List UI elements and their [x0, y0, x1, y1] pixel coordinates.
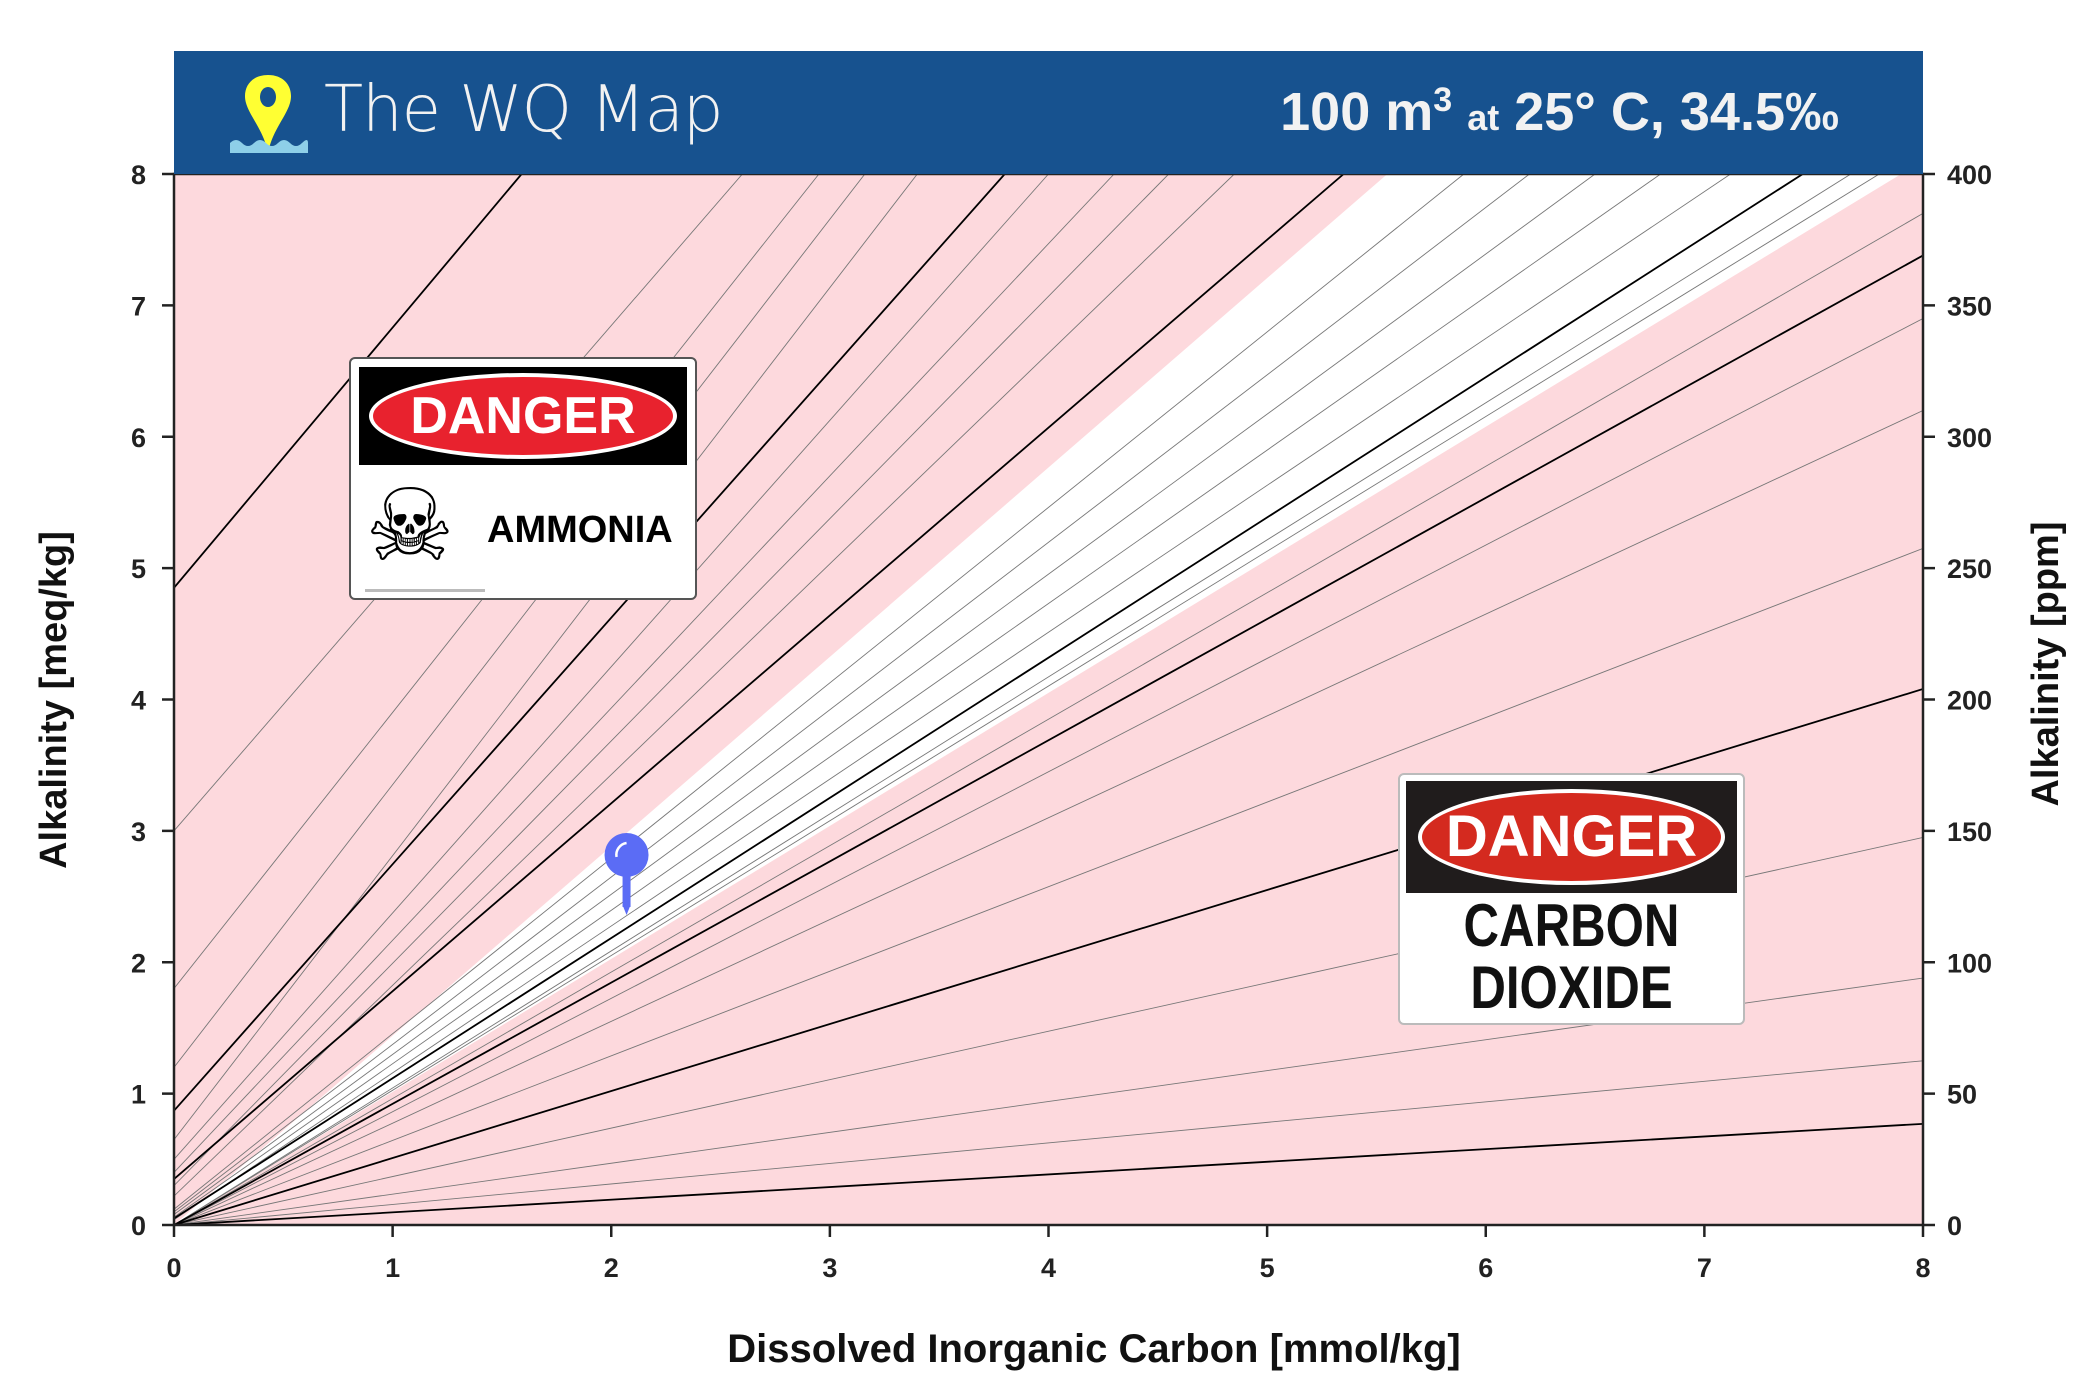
x-tick-label: 2: [604, 1253, 619, 1283]
volume-unit-exponent: 3: [1433, 81, 1453, 119]
danger-label: DANGER: [369, 373, 677, 459]
minor-isoline: [174, 174, 1661, 1218]
at-label: at: [1467, 97, 1500, 138]
sign-header-band: DANGER: [359, 367, 687, 465]
y-tick-label: 2: [131, 948, 146, 978]
minor-isoline: [174, 174, 1880, 1225]
y2-tick-label: 300: [1947, 423, 1992, 453]
x-tick-label: 6: [1478, 1253, 1493, 1283]
x-tick-label: 1: [385, 1253, 400, 1283]
y-tick-label: 8: [131, 160, 146, 190]
x-tick-label: 4: [1041, 1253, 1056, 1283]
minor-isoline: [174, 174, 1852, 1225]
x-tick-label: 0: [166, 1253, 181, 1283]
y2-tick-label: 350: [1947, 291, 1992, 321]
minor-isoline: [174, 174, 1530, 1213]
pin-stem: [622, 872, 631, 907]
major-isoline: [174, 174, 1804, 1220]
minor-isoline: [174, 174, 866, 1068]
co2-danger-sign: DANGER CARBON DIOXIDE: [1398, 773, 1745, 1025]
major-isoline: [174, 174, 1345, 1180]
major-isoline: [174, 174, 1006, 1112]
minor-isoline: [174, 174, 1596, 1215]
major-isoline: [174, 174, 523, 589]
y-tick-label: 5: [131, 554, 146, 584]
y2-tick-label: 0: [1947, 1211, 1962, 1241]
y-tick-label: 4: [131, 686, 146, 716]
minor-isoline: [174, 318, 1923, 1225]
x-axis-title: Dissolved Inorganic Carbon [mmol/kg]: [727, 1327, 1460, 1371]
y2-tick-label: 150: [1947, 817, 1992, 847]
danger-zone-background: [174, 174, 1923, 1225]
y2-tick-label: 50: [1947, 1080, 1977, 1110]
y2-tick-label: 200: [1947, 686, 1992, 716]
volume: 100 m: [1280, 82, 1434, 142]
minor-isoline: [174, 174, 1049, 1160]
y-tick-label: 3: [131, 817, 146, 847]
dioxide-label: DIOXIDE: [1470, 954, 1673, 1021]
y-axis-title: Alkalinity [meq/kg]: [33, 531, 75, 869]
safe-zone: [174, 174, 1902, 1225]
map-pin-logo-icon: [230, 75, 308, 153]
x-tick-label: 8: [1915, 1253, 1930, 1283]
minor-isoline: [174, 213, 1923, 1225]
y2-tick-label: 100: [1947, 948, 1992, 978]
minor-isoline: [174, 174, 1170, 1186]
y-tick-label: 6: [131, 423, 146, 453]
skull-crossbones-icon: ☠: [365, 470, 455, 582]
x-tick-label: 5: [1260, 1253, 1275, 1283]
y2-tick-label: 250: [1947, 554, 1992, 584]
pin-head: [604, 832, 649, 877]
temperature-salinity: 25° C, 34.5‰: [1514, 82, 1839, 142]
pin-highlight: [615, 841, 627, 858]
ammonia-danger-sign: DANGER ☠ AMMONIA: [349, 357, 697, 600]
y-tick-label: 1: [131, 1080, 146, 1110]
minor-isoline: [174, 174, 1235, 1197]
app-header: The WQ Map 100 m3 at 25° C, 34.5‰: [174, 51, 1923, 174]
danger-label: DANGER: [1418, 789, 1725, 885]
minor-isoline: [174, 1060, 1923, 1225]
app-title: The WQ Map: [324, 73, 723, 147]
tank-conditions[interactable]: 100 m3 at 25° C, 34.5‰: [1280, 81, 1839, 143]
minor-isoline: [174, 174, 1115, 1173]
carbon-label: CARBON: [1463, 892, 1680, 959]
minor-isoline: [174, 174, 918, 1140]
pin-tip: [622, 904, 631, 915]
x-tick-label: 3: [822, 1253, 837, 1283]
minor-isoline: [174, 410, 1923, 1225]
y-tick-label: 0: [131, 1211, 146, 1241]
major-isoline: [174, 1122, 1923, 1225]
sign-header-band: DANGER: [1406, 781, 1737, 893]
minor-isoline: [174, 547, 1923, 1225]
y-tick-label: 7: [131, 291, 146, 321]
sample-marker-pin[interactable]: [604, 832, 649, 915]
major-isoline: [174, 254, 1923, 1225]
y2-tick-label: 400: [1947, 160, 1992, 190]
y2-axis-title: Alkalinity [ppm]: [2025, 521, 2067, 806]
ammonia-label: AMMONIA: [487, 509, 673, 551]
x-tick-label: 7: [1697, 1253, 1712, 1283]
sign-fine-print: [365, 589, 485, 592]
minor-isoline: [174, 174, 1731, 1221]
carbon-dioxide-label: CARBON DIOXIDE: [1431, 895, 1712, 1019]
minor-isoline: [174, 174, 1465, 1210]
